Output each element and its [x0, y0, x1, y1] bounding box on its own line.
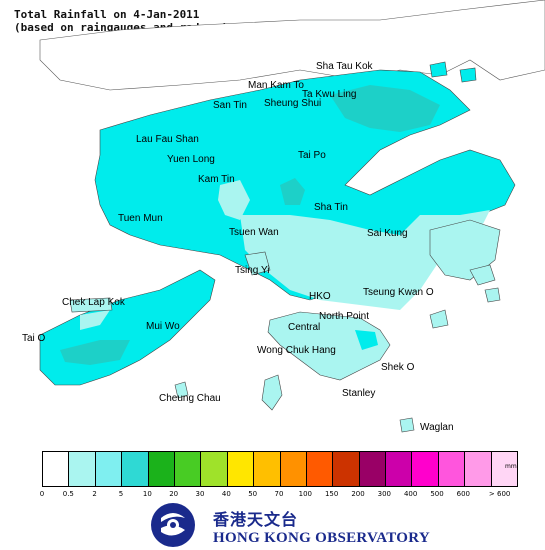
legend-tick-label: 600	[456, 490, 471, 498]
place-label-sheung-shui: Sheung Shui	[264, 98, 322, 109]
place-label-waglan: Waglan	[420, 422, 454, 433]
legend-swatch	[254, 452, 281, 486]
tsing-yi-island	[244, 251, 271, 276]
place-label-mui-wo: Mui Wo	[146, 321, 180, 332]
place-label-kam-tin: Kam Tin	[198, 174, 235, 185]
legend-swatch	[148, 452, 175, 486]
place-label-san-tin: San Tin	[213, 100, 247, 111]
rainfall-legend	[42, 451, 518, 487]
legend-tick-label: 50	[248, 490, 258, 498]
legend-swatch	[491, 452, 518, 486]
legend-swatch	[95, 452, 123, 486]
heavy-rain-shatin	[280, 178, 305, 205]
place-label-cheung-chau: Cheung Chau	[159, 393, 221, 404]
legend-tick-label: 500	[430, 490, 444, 498]
legend-tick-label: 0	[39, 490, 45, 498]
legend-tick-label: 40	[221, 490, 231, 498]
legend-tick-label: 5	[118, 490, 124, 498]
light-rain-kowloon	[240, 210, 490, 310]
legend-tick-label: 20	[169, 490, 179, 498]
legend-swatch	[306, 452, 334, 486]
place-label-wong-chuk-hang: Wong Chuk Hang	[257, 345, 336, 356]
northeast-islands	[429, 61, 477, 83]
lantau-heavy	[60, 340, 130, 365]
hko-logo-icon	[151, 503, 195, 547]
lantau-island	[39, 269, 216, 386]
place-label-tsing-yi: Tsing Yi	[235, 265, 270, 276]
hk-island-cyan	[355, 330, 378, 350]
place-label-tseung-kwan-o: Tseung Kwan O	[363, 287, 434, 298]
legend-tick-label: 30	[195, 490, 205, 498]
legend-swatch	[43, 452, 70, 486]
legend-swatch	[386, 452, 413, 486]
legend-swatch	[122, 452, 149, 486]
place-label-sai-kung: Sai Kung	[367, 228, 408, 239]
place-label-man-kam-to: Man Kam To	[248, 80, 304, 91]
legend-swatch	[333, 452, 360, 486]
place-label-tuen-mun: Tuen Mun	[118, 213, 163, 224]
place-label-sha-tin: Sha Tin	[314, 202, 348, 213]
eastern-islands	[399, 264, 501, 433]
legend-tick-label: 2	[92, 490, 97, 498]
legend-swatch	[227, 452, 255, 486]
cheung-chau-island	[174, 381, 189, 399]
place-label-hko: HKO	[309, 291, 331, 302]
place-label-sha-tau-kok: Sha Tau Kok	[316, 61, 373, 72]
legend-swatch	[465, 452, 492, 486]
legend-tick-label: 150	[324, 490, 339, 498]
legend-unit: mm	[505, 463, 517, 470]
hko-name-chinese: 香港天文台	[213, 510, 299, 529]
rainfall-map	[39, 0, 545, 433]
hong-kong-island	[267, 311, 391, 381]
place-label-stanley: Stanley	[342, 388, 376, 399]
lantau-light	[80, 310, 110, 330]
place-label-tai-o: Tai O	[22, 333, 46, 344]
hko-name-english: HONG KONG OBSERVATORY	[213, 530, 430, 546]
legend-swatch	[280, 452, 307, 486]
airport-island	[69, 297, 113, 313]
legend-swatch	[201, 452, 228, 486]
place-label-ta-kwu-ling: Ta Kwu Ling	[302, 89, 357, 100]
legend-tick-label: 200	[351, 490, 365, 498]
legend-tick-label: 400	[403, 490, 418, 498]
place-label-shek-o: Shek O	[381, 362, 415, 373]
legend-tick-label: 0.5	[62, 490, 74, 498]
legend-tick-label: > 600	[488, 490, 511, 498]
legend-ticks: 0 0.5 2 5 10 20 30 40 50 70 100 150 200 300 400 500 600 >…	[0, 490, 545, 500]
mainland-area	[39, 0, 545, 91]
title-line-1: Total Rainfall on 4-Jan-2011	[14, 8, 200, 21]
legend-swatch	[174, 452, 202, 486]
legend-swatch	[412, 452, 439, 486]
place-label-lau-fau-shan: Lau Fau Shan	[136, 134, 199, 145]
legend-tick-label: 10	[142, 490, 152, 498]
heavy-rain-north	[330, 85, 440, 132]
light-rain-kamtin	[218, 180, 250, 220]
place-label-north-point: North Point	[319, 311, 370, 322]
place-label-chek-lap-kok: Chek Lap Kok	[62, 297, 125, 308]
legend-swatch	[359, 452, 387, 486]
legend-swatch	[438, 452, 466, 486]
lamma-island	[261, 374, 283, 411]
place-label-yuen-long: Yuen Long	[167, 154, 215, 165]
legend-swatch	[69, 452, 96, 486]
place-label-tsuen-wan: Tsuen Wan	[229, 227, 279, 238]
place-label-central: Central	[288, 322, 321, 333]
legend-tick-label: 100	[298, 490, 313, 498]
place-label-tai-po: Tai Po	[298, 150, 326, 161]
legend-tick-label: 300	[377, 490, 392, 498]
legend-tick-label: 70	[274, 490, 284, 498]
